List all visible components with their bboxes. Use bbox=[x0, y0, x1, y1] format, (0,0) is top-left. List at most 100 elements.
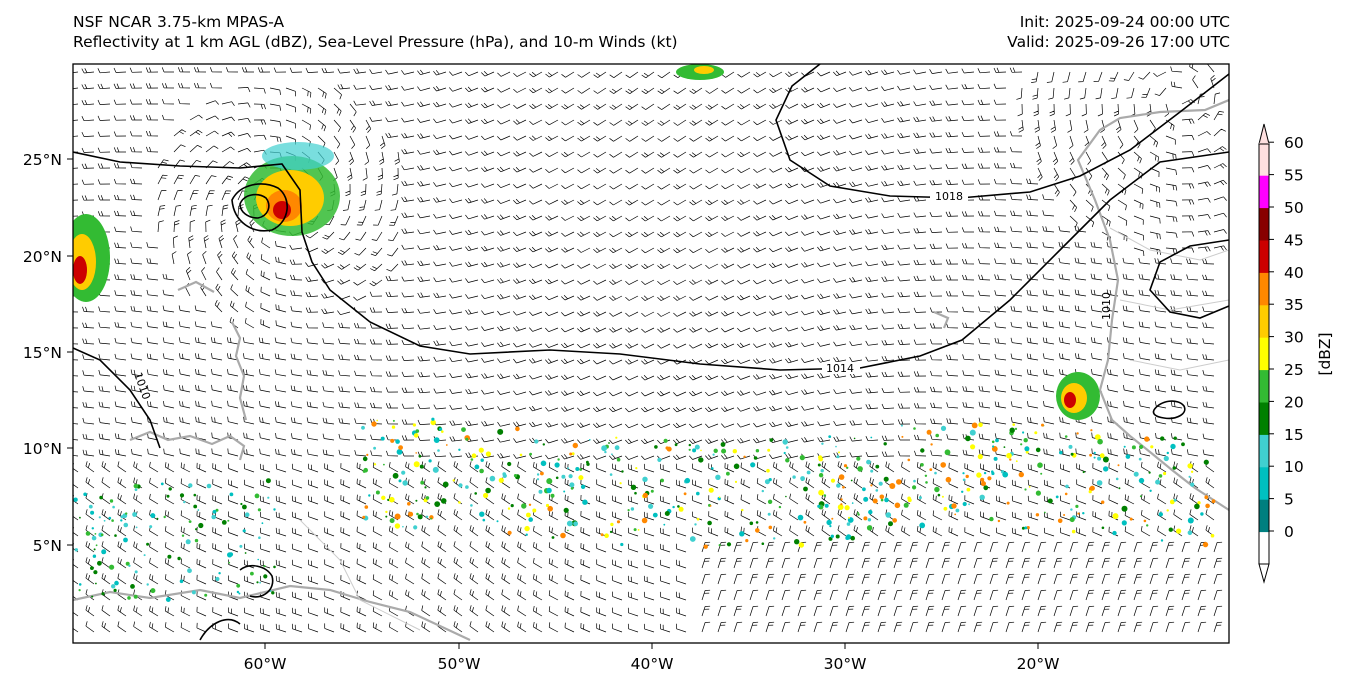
itcz-echo bbox=[726, 471, 730, 476]
itcz-echo bbox=[611, 453, 613, 456]
itcz-echo bbox=[604, 533, 609, 538]
itcz-echo bbox=[912, 485, 917, 490]
itcz-echo bbox=[943, 506, 948, 511]
sw-echo bbox=[83, 492, 87, 497]
sw-echo bbox=[123, 537, 128, 543]
itcz-echo bbox=[1172, 466, 1177, 470]
colorbar-segment bbox=[1259, 466, 1269, 500]
map-background bbox=[73, 64, 1229, 643]
lat-label-15n: 15°N bbox=[23, 344, 62, 362]
itcz-echo bbox=[785, 446, 789, 449]
itcz-echo bbox=[1133, 471, 1139, 477]
itcz-echo bbox=[385, 515, 388, 518]
itcz-echo bbox=[582, 499, 588, 505]
lon-label-60w: 60°W bbox=[244, 655, 287, 673]
isobar-label-1014: 1014 bbox=[826, 362, 854, 375]
itcz-echo bbox=[1020, 443, 1023, 446]
itcz-echo bbox=[398, 445, 403, 450]
lon-label-50w: 50°W bbox=[438, 655, 481, 673]
itcz-echo bbox=[542, 443, 545, 446]
itcz-echo bbox=[555, 476, 559, 480]
colorbar-segment bbox=[1259, 304, 1269, 338]
sw-echo bbox=[134, 488, 138, 491]
itcz-echo bbox=[417, 514, 423, 520]
itcz-echo bbox=[900, 424, 903, 427]
itcz-echo bbox=[1187, 530, 1193, 536]
itcz-echo bbox=[853, 437, 856, 440]
sw-echo bbox=[193, 493, 197, 497]
itcz-echo bbox=[391, 425, 396, 429]
itcz-echo bbox=[836, 483, 841, 488]
sw-echo bbox=[228, 552, 234, 557]
sw-echo bbox=[163, 515, 166, 519]
itcz-echo bbox=[971, 422, 978, 429]
itcz-echo bbox=[962, 501, 967, 507]
itcz-echo bbox=[418, 454, 422, 458]
itcz-echo bbox=[1025, 450, 1029, 454]
sw-echo bbox=[134, 570, 138, 574]
colorbar-segments bbox=[1259, 142, 1269, 565]
colorbar-tick-label: 40 bbox=[1284, 264, 1304, 282]
sw-echo bbox=[95, 582, 97, 585]
itcz-echo bbox=[836, 455, 840, 459]
itcz-echo bbox=[540, 471, 544, 476]
itcz-echo bbox=[528, 503, 532, 506]
colorbar-segment bbox=[1259, 207, 1269, 241]
sw-echo bbox=[132, 512, 138, 517]
itcz-echo bbox=[615, 436, 618, 439]
colorbar-ticks: 0 5 10 15 20 25 30 35 40 45 50 55 60 bbox=[1269, 134, 1304, 541]
sw-echo bbox=[113, 588, 117, 593]
itcz-echo bbox=[1123, 445, 1126, 448]
itcz-echo bbox=[842, 486, 845, 489]
itcz-echo bbox=[566, 520, 573, 527]
itcz-echo bbox=[633, 528, 637, 532]
itcz-echo bbox=[1139, 444, 1144, 449]
itcz-echo bbox=[371, 421, 377, 427]
itcz-echo bbox=[1035, 447, 1041, 453]
itcz-echo bbox=[507, 530, 512, 535]
itcz-echo bbox=[792, 475, 796, 479]
sw-echo bbox=[165, 597, 171, 602]
colorbar-tick-label: 15 bbox=[1284, 426, 1304, 444]
itcz-echo bbox=[513, 474, 518, 478]
itcz-echo bbox=[1131, 445, 1136, 450]
itcz-echo bbox=[586, 462, 590, 466]
itcz-echo bbox=[831, 517, 834, 520]
sw-echo bbox=[90, 566, 94, 570]
sw-echo bbox=[74, 548, 79, 552]
sw-echo bbox=[127, 596, 131, 600]
sw-echo bbox=[244, 512, 250, 517]
itcz-echo bbox=[1089, 453, 1092, 457]
sw-echo bbox=[91, 535, 97, 541]
itcz-echo bbox=[563, 490, 566, 493]
itcz-echo bbox=[1065, 484, 1069, 489]
itcz-echo bbox=[1118, 487, 1121, 490]
itcz-echo bbox=[1026, 526, 1030, 530]
lon-label-20w: 20°W bbox=[1017, 655, 1060, 673]
sw-echo bbox=[100, 533, 104, 537]
itcz-echo bbox=[641, 517, 648, 524]
itcz-echo bbox=[913, 427, 916, 430]
itcz-echo bbox=[1139, 495, 1142, 498]
itcz-echo bbox=[389, 496, 395, 503]
itcz-echo bbox=[962, 472, 965, 475]
itcz-echo bbox=[966, 487, 971, 492]
itcz-echo bbox=[621, 470, 624, 473]
itcz-echo bbox=[407, 502, 411, 506]
country-borders bbox=[299, 227, 1229, 631]
itcz-echo bbox=[394, 523, 401, 529]
itcz-echo bbox=[1150, 445, 1154, 449]
itcz-echo bbox=[1160, 436, 1165, 441]
sw-echo bbox=[92, 554, 97, 558]
sw-echo bbox=[181, 534, 185, 537]
itcz-echo bbox=[863, 496, 869, 502]
itcz-echo bbox=[767, 499, 773, 504]
itcz-echo bbox=[524, 525, 530, 532]
itcz-echo bbox=[935, 433, 939, 438]
itcz-echo bbox=[362, 456, 368, 462]
itcz-echo bbox=[394, 513, 401, 520]
itcz-echo bbox=[1076, 432, 1079, 435]
colorbar-segment bbox=[1259, 142, 1269, 176]
itcz-echo bbox=[761, 542, 765, 545]
